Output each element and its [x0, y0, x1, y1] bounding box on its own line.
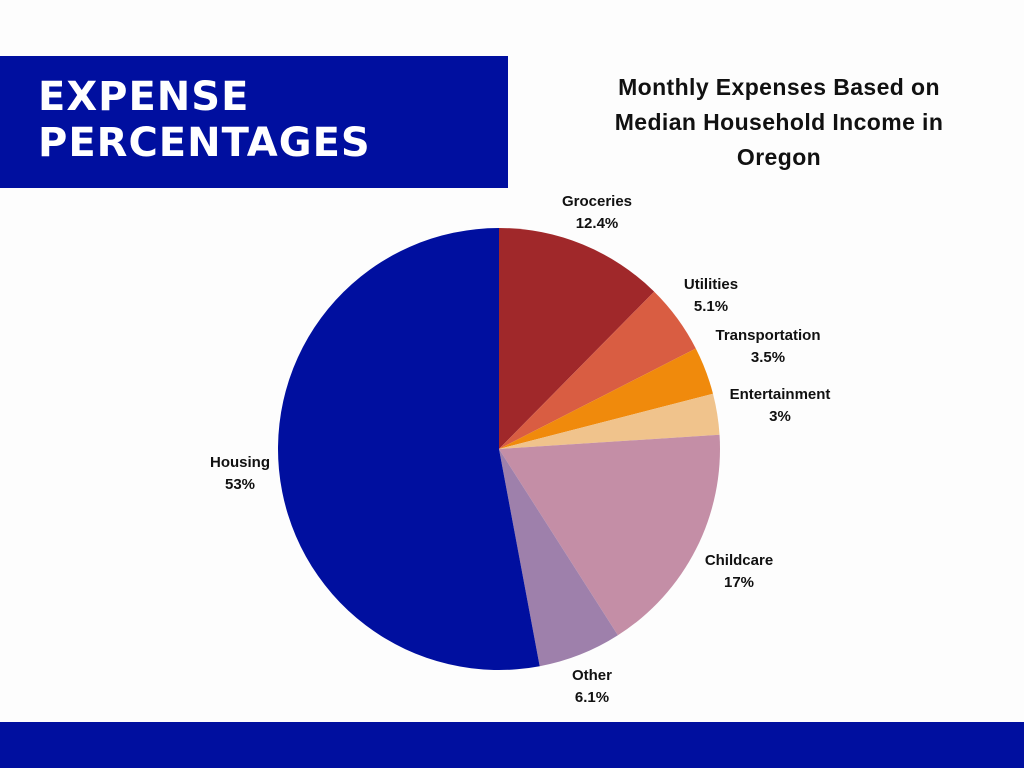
- banner-title: EXPENSE PERCENTAGES: [38, 74, 478, 166]
- footer-bar: [0, 722, 1024, 768]
- pie-slice-other: [499, 449, 618, 667]
- slice-value-label: 6.1%: [575, 689, 609, 706]
- slice-category-label: Utilities: [684, 276, 738, 293]
- slice-label-entertainment: Entertainment 3%: [730, 386, 831, 425]
- pie-slice-utilities: [499, 291, 696, 449]
- pie-slice-groceries: [499, 228, 655, 449]
- banner-title-line2: PERCENTAGES: [38, 120, 371, 166]
- slice-label-other: Other 6.1%: [572, 667, 612, 706]
- title-banner: [0, 56, 508, 188]
- slice-category-label: Groceries: [562, 193, 632, 210]
- slice-category-label: Other: [572, 667, 612, 684]
- slice-label-utilities: Utilities 5.1%: [684, 276, 738, 315]
- slice-value-label: 5.1%: [694, 298, 728, 315]
- slice-value-label: 3.5%: [751, 349, 785, 366]
- slice-category-label: Childcare: [705, 552, 773, 569]
- slice-label-transportation: Transportation 3.5%: [715, 327, 820, 366]
- pie-slice-childcare: [499, 434, 720, 636]
- slice-category-label: Entertainment: [730, 386, 831, 403]
- slice-value-label: 53%: [225, 476, 255, 493]
- slice-value-label: 3%: [769, 408, 791, 425]
- slice-value-label: 17%: [724, 574, 754, 591]
- banner-title-line1: EXPENSE: [38, 74, 250, 120]
- pie-slice-entertainment: [499, 393, 720, 449]
- slice-category-label: Housing: [210, 454, 270, 471]
- slice-label-groceries: Groceries 12.4%: [562, 193, 632, 232]
- slice-value-label: 12.4%: [576, 215, 619, 232]
- pie-slice-transportation: [499, 348, 713, 449]
- slice-category-label: Transportation: [715, 327, 820, 344]
- slice-label-childcare: Childcare 17%: [705, 552, 773, 591]
- slice-label-housing: Housing 53%: [210, 454, 270, 493]
- chart-title: Monthly Expenses Based on Median Househo…: [614, 74, 944, 170]
- pie-slice-housing: [278, 228, 540, 670]
